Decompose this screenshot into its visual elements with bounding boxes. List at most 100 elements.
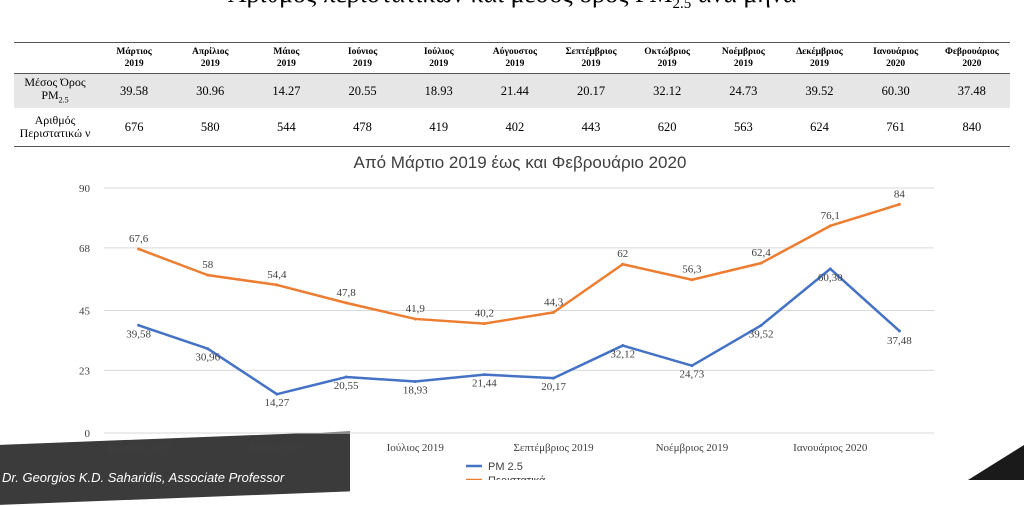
data-label: 20,55 [334,380,359,392]
y-tick-label: 0 [85,428,91,440]
x-tick-label: Νοέμβριος 2019 [656,442,729,454]
pm25-cell: 20.17 [552,73,630,108]
data-point [897,329,901,333]
pm25-cell: 39.52 [781,73,858,108]
visits-cell: 544 [248,108,325,147]
data-label: 41,9 [406,303,426,315]
month-header: Σεπτέμβριος 2019 [552,42,630,74]
pm25-cell: 20.55 [324,73,401,108]
month-header: Ιανουάριος 2020 [857,42,934,74]
data-label: 37,48 [887,335,912,347]
x-tick-label: Μάρτιος 2019 [107,442,171,454]
data-point [275,392,279,396]
data-label: 47,8 [336,287,356,299]
data-point [828,267,832,271]
data-point [275,283,279,287]
data-label: 18,93 [403,384,428,396]
month-header: Αύγουστος 2019 [476,42,553,74]
data-point [690,278,694,282]
legend-label: Περιστατικά [488,475,546,480]
table-row-pm25: Μέσος Όρος PM2.5 39.58 30.96 14.27 20.55 18.… [14,73,1010,108]
x-tick-label: Ιανουάριος 2020 [793,442,868,454]
visits-cell: 419 [400,108,477,147]
data-point [137,247,141,251]
visits-cell: 443 [552,108,630,147]
data-label: 39,58 [126,328,151,340]
visits-cell: 580 [172,108,249,147]
y-tick-label: 45 [79,306,91,318]
visits-cell: 761 [857,108,934,147]
pm25-cell: 30.96 [172,73,249,108]
data-label: 39,52 [749,328,774,340]
data-label: 60,30 [818,272,843,284]
data-label: 32,12 [610,349,635,361]
data-label: 56,3 [682,264,702,276]
x-tick-label: Σεπτέμβριος 2019 [513,442,594,454]
chart-title: Από Μάρτιο 2019 έως και Φεβρουάριο 2020 [354,153,687,172]
visits-cell: 620 [629,108,706,147]
data-point [759,261,763,265]
data-label: 40,2 [475,308,494,320]
data-label: 21,44 [472,378,497,390]
data-point [482,373,486,377]
data-point [552,310,556,314]
month-header: Ιούλιος 2019 [400,42,477,74]
data-point [413,317,417,321]
data-label: 54,4 [267,269,287,281]
data-point [344,375,348,379]
data-table: Μάρτιος 2019 Απρίλιος 2019 Μάιος 2019 Ιούνιος 2… [14,42,1010,147]
pm25-cell: 21.44 [476,73,553,108]
data-point [552,376,556,380]
data-label: 62 [617,248,628,260]
data-point [897,202,901,206]
month-header: Μάιος 2019 [248,42,325,74]
corner-decoration [968,445,1024,480]
pm25-cell: 37.48 [933,73,1010,108]
visits-cell: 402 [476,108,553,147]
data-label: 62,4 [751,247,771,259]
month-header: Δεκέμβριος 2019 [781,42,858,74]
visits-series-line [138,203,900,325]
x-tick-label: Ιούλιος 2019 [387,442,445,454]
pm25-cell: 39.58 [96,73,173,108]
data-label: 44,3 [544,296,564,308]
pm25-cell: 14.27 [248,73,325,108]
visits-cell: 676 [96,108,173,147]
x-tick-label: Μάιος 2019 [250,442,304,454]
data-point [413,379,417,383]
month-header: Απρίλιος 2019 [172,42,249,74]
legend-label: PM 2.5 [488,461,523,473]
table-header-row: Μάρτιος 2019 Απρίλιος 2019 Μάιος 2019 Ιούνιος 2… [14,42,1010,74]
visits-cell: 624 [781,108,858,147]
pm25-cell: 18.93 [400,73,477,108]
data-point [828,224,832,228]
data-point [690,364,694,368]
data-point [482,322,486,326]
data-label: 84 [894,188,906,200]
visits-cell: 478 [324,108,401,147]
row-label-visits: Αριθμός Περιστατικώ ν [14,108,96,147]
data-point [206,347,210,351]
data-point [621,344,625,348]
data-point [137,323,141,327]
visits-cell: 563 [705,108,782,147]
data-label: 58 [202,259,214,271]
pm25-series-line [138,267,901,396]
data-label: 20,17 [541,381,566,393]
pm25-cell: 24.73 [705,73,782,108]
data-point [621,262,625,266]
data-label: 67,6 [129,233,149,245]
table-corner [14,42,96,74]
table-row-visits: Αριθμός Περιστατικώ ν 676 580 544 478 419 402… [14,108,1010,147]
data-point [759,323,763,327]
row-label-pm25: Μέσος Όρος PM2.5 [14,73,96,108]
month-header: Φεβρουάριος 2020 [933,42,1010,74]
data-point [344,301,348,305]
data-label: 24,73 [680,369,705,381]
y-tick-label: 68 [79,243,91,255]
y-tick-label: 23 [79,365,91,377]
y-tick-label: 90 [79,183,91,195]
visits-cell: 840 [933,108,1010,147]
pm25-cell: 32.12 [629,73,706,108]
data-point [206,273,210,277]
